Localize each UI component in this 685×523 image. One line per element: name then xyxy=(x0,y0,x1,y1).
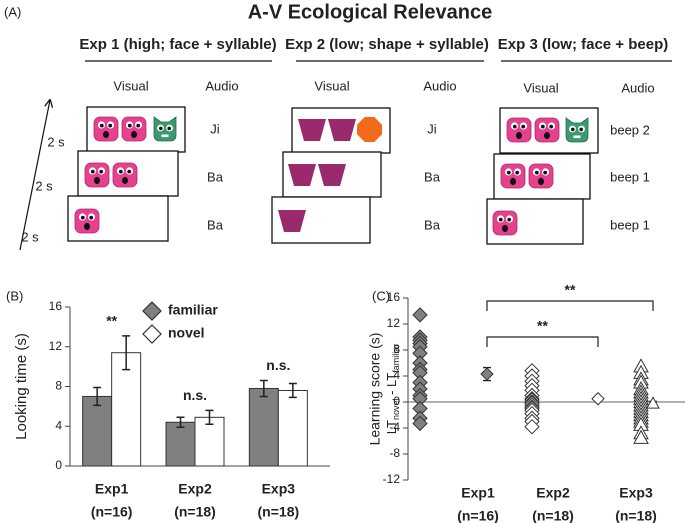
mean-marker xyxy=(591,392,605,406)
x-tick-label: Exp2 xyxy=(178,481,212,497)
error-bar xyxy=(205,409,214,426)
y-tick-label: 12 xyxy=(49,339,63,353)
data-point xyxy=(633,429,649,444)
bar xyxy=(248,387,279,467)
time-label: 2 s xyxy=(47,134,65,149)
mean-marker xyxy=(480,367,494,381)
y-tick-label: -8 xyxy=(389,446,400,460)
annotation: ** xyxy=(106,313,117,329)
x-tick-note: (n=16) xyxy=(91,504,133,520)
time-label: 2 s xyxy=(35,178,53,193)
audio-label: beep 2 xyxy=(610,122,650,137)
panel-label: (B) xyxy=(6,288,23,303)
y-tick-label: 16 xyxy=(387,290,401,304)
bar xyxy=(194,416,225,467)
exp2-cards xyxy=(271,107,391,244)
column-header: Visual xyxy=(113,78,148,93)
bar xyxy=(111,352,142,467)
bar xyxy=(165,421,196,467)
y-tick-label: -4 xyxy=(389,420,400,434)
x-tick-label: Exp3 xyxy=(262,481,296,497)
y-tick-label: -12 xyxy=(383,472,401,486)
x-tick-label: Exp1 xyxy=(461,485,495,501)
annotation: n.s. xyxy=(183,387,207,403)
column-header: Visual xyxy=(314,78,349,93)
formula-part: LT xyxy=(384,420,399,434)
formula-part: familiar xyxy=(391,344,401,373)
legend-marker xyxy=(142,301,162,321)
y-tick-label: 4 xyxy=(55,418,62,432)
error-bar xyxy=(176,416,185,428)
formula-part: novel xyxy=(391,399,401,421)
audio-label: Ji xyxy=(210,121,220,136)
x-tick-note: (n=18) xyxy=(174,504,216,520)
error-bar xyxy=(288,382,297,399)
y-tick-label: 8 xyxy=(393,342,400,356)
mean-marker xyxy=(646,396,660,409)
x-tick-label: Exp1 xyxy=(95,481,129,497)
y-tick-label: 12 xyxy=(387,316,401,330)
error-bar xyxy=(122,335,131,371)
audio-label: beep 1 xyxy=(610,217,650,232)
x-tick-note: (n=16) xyxy=(457,508,499,523)
significance-bracket xyxy=(486,300,654,311)
column-header: Visual xyxy=(523,80,558,95)
panel-label: (C) xyxy=(372,288,390,303)
significance-bracket xyxy=(486,336,599,347)
audio-label: Ba xyxy=(207,217,224,232)
panel-title: A-V Ecological Relevance xyxy=(248,1,493,23)
column-header: Audio xyxy=(423,78,456,93)
exp1-cards xyxy=(67,106,186,242)
y-axis-formula: LTnovel - LTfamiliar xyxy=(384,344,401,435)
legend-marker xyxy=(142,324,162,344)
legend-label: familiar xyxy=(168,302,218,318)
x-tick-note: (n=18) xyxy=(258,504,300,520)
legend-label: novel xyxy=(168,325,205,341)
y-tick-label: 0 xyxy=(393,394,400,408)
y-axis-label: Looking time (s) xyxy=(13,333,30,440)
exp-title: Exp 1 (high; face + syllable) xyxy=(79,36,276,53)
exp3-cards xyxy=(486,107,599,245)
audio-label: Ba xyxy=(424,217,441,232)
bar xyxy=(277,389,308,467)
time-label: 2 s xyxy=(21,229,39,244)
audio-label: Ji xyxy=(427,121,437,136)
error-bar xyxy=(259,379,268,398)
x-tick-note: (n=18) xyxy=(615,508,657,523)
panel-label: (A) xyxy=(4,4,21,19)
exp-title: Exp 3 (low; face + beep) xyxy=(498,36,668,53)
audio-label: beep 1 xyxy=(610,169,650,184)
data-point xyxy=(412,415,428,432)
time-arrow xyxy=(19,100,50,251)
bar xyxy=(82,395,113,467)
x-tick-note: (n=18) xyxy=(532,508,574,523)
data-point xyxy=(412,307,428,323)
y-tick-label: 8 xyxy=(55,379,62,393)
x-tick-label: Exp3 xyxy=(619,485,653,501)
column-header: Audio xyxy=(205,78,238,93)
data-point xyxy=(524,418,540,435)
annotation: n.s. xyxy=(266,357,290,373)
audio-label: Ba xyxy=(424,169,441,184)
y-tick-label: 16 xyxy=(49,299,63,313)
x-tick-label: Exp2 xyxy=(536,485,570,501)
y-axis-label: Learning score (s) xyxy=(367,333,383,446)
significance-label: ** xyxy=(565,282,576,298)
exp-title: Exp 2 (low; shape + syllable) xyxy=(285,36,489,53)
formula-part: - LT xyxy=(384,373,399,399)
significance-label: ** xyxy=(537,318,548,334)
y-tick-label: 4 xyxy=(393,368,400,382)
column-header: Audio xyxy=(621,80,654,95)
error-bar xyxy=(93,386,102,407)
audio-label: Ba xyxy=(207,169,224,184)
y-tick-label: 0 xyxy=(55,458,62,472)
